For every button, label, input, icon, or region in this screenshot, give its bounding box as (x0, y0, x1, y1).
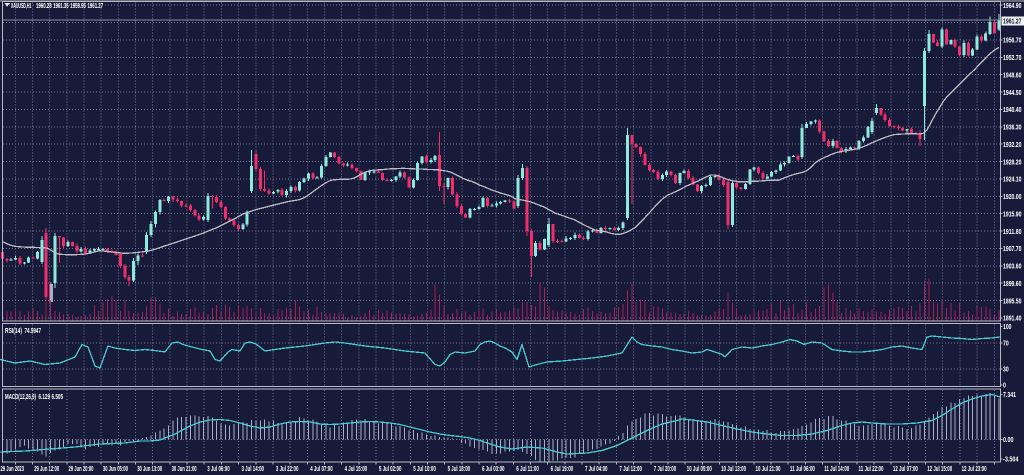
svg-text:12 Jul 07:00: 12 Jul 07:00 (893, 464, 918, 473)
svg-text:0.00: 0.00 (1003, 435, 1014, 444)
svg-text:1959.95: 1959.95 (70, 1, 86, 10)
svg-text:1932.20: 1932.20 (1003, 140, 1022, 149)
svg-text:3 Jul 22:00: 3 Jul 22:00 (276, 464, 299, 473)
svg-text:6 Jul 11:00: 6 Jul 11:00 (516, 464, 539, 473)
svg-text:1961.27: 1961.27 (88, 1, 104, 10)
svg-text:-3.504: -3.504 (1003, 455, 1019, 464)
svg-text:RSI(14): RSI(14) (5, 326, 22, 335)
svg-text:5 Jul 02:00: 5 Jul 02:00 (379, 464, 402, 473)
svg-text:29 Jun 2023: 29 Jun 2023 (1, 464, 25, 473)
svg-text:11 Jul 22:00: 11 Jul 22:00 (859, 464, 884, 473)
svg-text:1924.10: 1924.10 (1003, 175, 1022, 184)
svg-text:11 Jul 06:00: 11 Jul 06:00 (790, 464, 815, 473)
svg-text:1948.60: 1948.60 (1003, 70, 1022, 79)
svg-text:1936.30: 1936.30 (1003, 123, 1022, 132)
svg-text:MACD(12,26,9): MACD(12,26,9) (5, 392, 36, 401)
svg-text:29 Jun 12:00: 29 Jun 12:00 (34, 464, 59, 473)
svg-text:1940.40: 1940.40 (1003, 105, 1022, 114)
svg-text:1956.70: 1956.70 (1003, 36, 1022, 45)
svg-text:7.341: 7.341 (1003, 390, 1016, 399)
svg-text:6.505: 6.505 (52, 392, 64, 401)
svg-text:3 Jul 06:00: 3 Jul 06:00 (207, 464, 230, 473)
svg-text:10 Jul 13:00: 10 Jul 13:00 (721, 464, 746, 473)
svg-text:30: 30 (1003, 365, 1009, 374)
svg-text:30 Jun 13:00: 30 Jun 13:00 (137, 464, 162, 473)
svg-text:7 Jul 12:00: 7 Jul 12:00 (619, 464, 642, 473)
svg-text:1899.60: 1899.60 (1003, 279, 1022, 288)
svg-text:1961.27: 1961.27 (1003, 17, 1022, 26)
svg-text:1911.80: 1911.80 (1003, 227, 1022, 236)
svg-text:10 Jul 05:00: 10 Jul 05:00 (687, 464, 712, 473)
svg-text:3 Jul 14:00: 3 Jul 14:00 (242, 464, 265, 473)
svg-text:30 Jun 21:00: 30 Jun 21:00 (172, 464, 197, 473)
svg-text:1944.50: 1944.50 (1003, 88, 1022, 97)
svg-text:10 Jul 21:00: 10 Jul 21:00 (756, 464, 781, 473)
svg-text:100: 100 (1003, 322, 1012, 331)
svg-text:12 Jul 23:00: 12 Jul 23:00 (962, 464, 987, 473)
svg-text:0: 0 (1003, 381, 1006, 390)
svg-text:1961.35: 1961.35 (53, 1, 69, 10)
svg-text:12 Jul 15:00: 12 Jul 15:00 (927, 464, 952, 473)
svg-text:7 Jul 04:00: 7 Jul 04:00 (585, 464, 608, 473)
svg-text:70: 70 (1003, 339, 1009, 348)
svg-text:74.5947: 74.5947 (25, 326, 42, 335)
svg-text:1915.90: 1915.90 (1003, 209, 1022, 218)
svg-text:1907.70: 1907.70 (1003, 244, 1022, 253)
svg-text:1920.00: 1920.00 (1003, 192, 1022, 201)
svg-text:6.129: 6.129 (39, 392, 51, 401)
svg-text:1891.40: 1891.40 (1003, 314, 1022, 323)
svg-text:4 Jul 07:00: 4 Jul 07:00 (310, 464, 333, 473)
svg-text:6 Jul 19:00: 6 Jul 19:00 (551, 464, 574, 473)
svg-text:30 Jun 05:00: 30 Jun 05:00 (103, 464, 128, 473)
svg-text:1895.50: 1895.50 (1003, 296, 1022, 305)
svg-text:5 Jul 18:00: 5 Jul 18:00 (448, 464, 471, 473)
svg-text:4 Jul 15:00: 4 Jul 15:00 (345, 464, 368, 473)
svg-text:1928.20: 1928.20 (1003, 157, 1022, 166)
svg-text:7 Jul 20:00: 7 Jul 20:00 (654, 464, 677, 473)
svg-text:11 Jul 14:00: 11 Jul 14:00 (824, 464, 849, 473)
svg-text:XAUUSD,H1: XAUUSD,H1 (11, 1, 32, 10)
svg-text:5 Jul 10:00: 5 Jul 10:00 (413, 464, 436, 473)
svg-text:1964.90: 1964.90 (1003, 1, 1022, 10)
svg-text:1952.70: 1952.70 (1003, 53, 1022, 62)
svg-text:29 Jun 20:00: 29 Jun 20:00 (69, 464, 94, 473)
svg-text:1903.60: 1903.60 (1003, 262, 1022, 271)
svg-text:6 Jul 03:00: 6 Jul 03:00 (482, 464, 505, 473)
svg-text:1960.28: 1960.28 (36, 1, 52, 10)
